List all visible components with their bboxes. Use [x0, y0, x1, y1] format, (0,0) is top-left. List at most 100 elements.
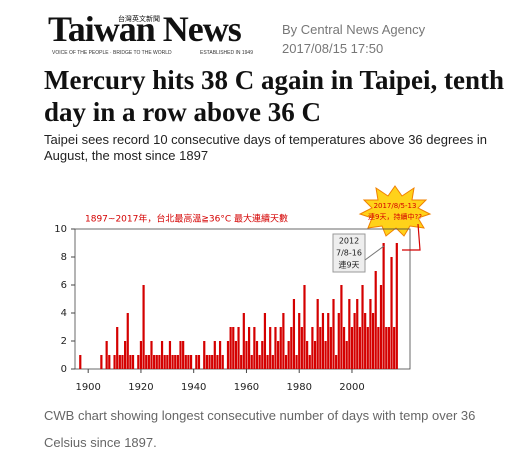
bar: [218, 341, 222, 369]
bar: [221, 355, 224, 369]
bar: [126, 313, 129, 369]
y-tick-label: 0: [61, 364, 67, 375]
bar: [379, 285, 383, 369]
y-tick-label: 6: [61, 280, 67, 291]
logo[interactable]: Taiwan News: [48, 9, 242, 49]
bar: [271, 355, 274, 369]
bar: [147, 355, 150, 369]
annotation-text: 2012: [339, 237, 359, 246]
bar: [253, 327, 256, 369]
bar: [118, 355, 121, 369]
bar: [313, 341, 317, 369]
bar: [189, 355, 193, 369]
bar: [350, 327, 354, 369]
bar: [284, 355, 288, 369]
bar: [129, 355, 132, 369]
bar: [340, 285, 343, 369]
bar: [240, 355, 243, 369]
bar: [145, 355, 148, 369]
bar: [108, 355, 111, 369]
bar: [124, 341, 127, 369]
bar: [353, 313, 356, 369]
bar: [100, 355, 103, 369]
bar: [366, 327, 369, 369]
bar: [393, 327, 396, 369]
y-tick-label: 2: [61, 336, 67, 347]
bar: [279, 327, 282, 369]
bar: [171, 355, 174, 369]
caption: CWB chart showing longest consecutive nu…: [44, 408, 476, 450]
bar: [166, 355, 169, 369]
bar: [216, 355, 219, 369]
bar: [358, 327, 361, 369]
tagline: VOICE OF THE PEOPLE · BRIDGE TO THE WORL…: [52, 50, 172, 56]
bar: [337, 313, 340, 369]
bar: [290, 327, 293, 369]
bar: [266, 355, 269, 369]
bar: [369, 299, 372, 369]
starburst: [358, 185, 432, 237]
annotation-text: 2017/8/5-13: [374, 202, 417, 210]
bar: [295, 355, 298, 369]
bar: [139, 341, 143, 369]
bar: [277, 341, 280, 369]
bar: [155, 355, 158, 369]
bar: [113, 355, 116, 369]
bar: [116, 327, 119, 369]
bar: [168, 341, 172, 369]
bar: [261, 341, 264, 369]
bar: [345, 341, 348, 369]
bar: [211, 355, 214, 369]
bar: [395, 243, 398, 369]
bar: [371, 313, 375, 369]
bar: [195, 355, 198, 369]
bar: [269, 327, 272, 369]
bar: [292, 299, 296, 369]
bar: [258, 355, 261, 369]
bar: [150, 341, 153, 369]
headline: Mercury hits 38 C again in Taipei, tenth…: [44, 65, 505, 127]
bar: [182, 341, 185, 369]
annotation-text: 7/8-16: [336, 249, 362, 258]
bar: [321, 313, 325, 369]
bar: [348, 299, 351, 369]
bar: [205, 355, 208, 369]
bar: [245, 341, 248, 369]
bar: [361, 285, 364, 369]
bar: [187, 355, 190, 369]
bar: [374, 271, 377, 369]
bar: [153, 355, 156, 369]
bar: [300, 327, 303, 369]
bar: [131, 355, 135, 369]
bar: [142, 285, 145, 369]
bar: [176, 355, 179, 369]
bar: [298, 313, 301, 369]
bar: [287, 341, 290, 369]
bar: [242, 313, 245, 369]
bar: [179, 341, 182, 369]
bar: [226, 341, 230, 369]
bar: [356, 299, 359, 369]
bar: [274, 327, 277, 369]
x-tick-label: 1940: [181, 382, 206, 393]
date: 2017/08/15 17:50: [282, 41, 384, 56]
bar: [197, 355, 201, 369]
bar: [255, 341, 259, 369]
bar: [160, 341, 164, 369]
bar: [250, 355, 253, 369]
bar: [282, 313, 285, 369]
bar: [232, 327, 235, 369]
bar: [332, 299, 335, 369]
bar: [364, 313, 367, 369]
chart: 1897~2017年，台北最高溫≧36°C 最大連續天數 0 2 4 6 8 10 1900 1…: [54, 185, 432, 393]
bar: [308, 355, 311, 369]
bar: [105, 341, 108, 369]
bar: [203, 341, 206, 369]
y-tick-label: 10: [54, 224, 67, 235]
arrow: [402, 223, 421, 251]
bar: [306, 341, 309, 369]
bar: [158, 355, 161, 369]
connector: [364, 245, 385, 261]
bar: [327, 313, 330, 369]
bar: [303, 285, 306, 369]
